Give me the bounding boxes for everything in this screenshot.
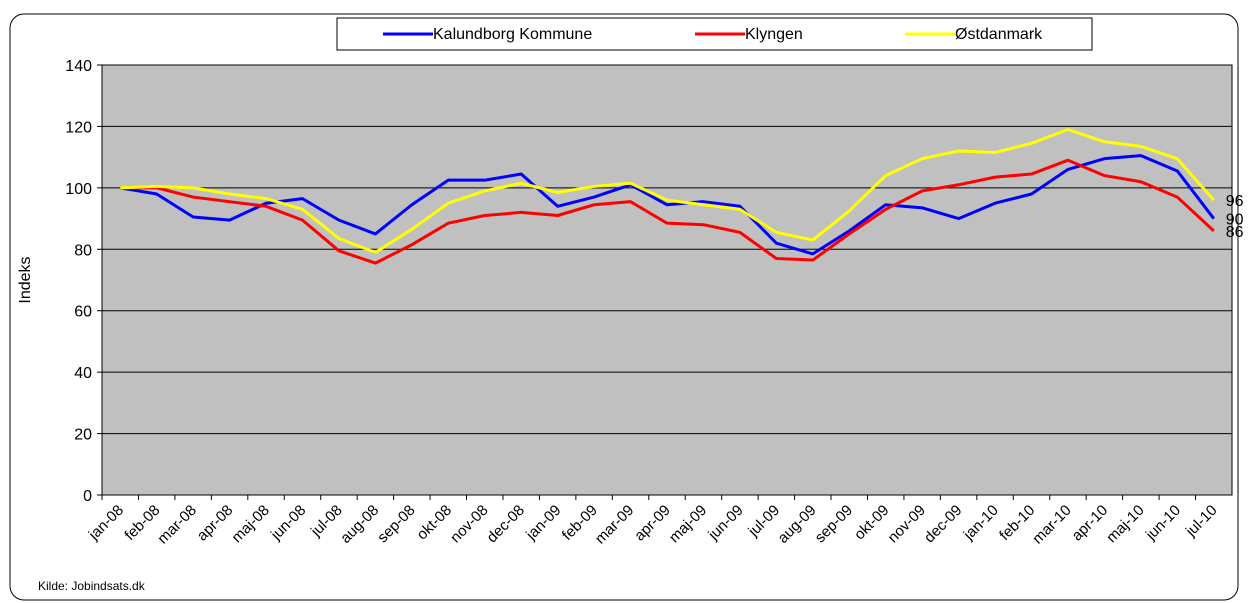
- legend-label: Østdanmark: [955, 26, 1043, 43]
- series-line: [120, 158, 1215, 265]
- plot-area: [101, 64, 1233, 496]
- legend-label: Kalundborg Kommune: [433, 26, 592, 43]
- y-tick-label: 140: [65, 58, 92, 75]
- end-label: 86: [1226, 224, 1244, 241]
- y-tick-label: 0: [83, 488, 92, 505]
- series-line: [120, 128, 1215, 254]
- y-tick-label: 80: [74, 242, 92, 259]
- y-tick-label: 100: [65, 181, 92, 198]
- y-tick-label: 120: [65, 119, 92, 136]
- y-tick-label: 40: [74, 365, 92, 382]
- end-label: 90: [1226, 212, 1244, 229]
- series-line: [119, 154, 1215, 256]
- source-note: Kilde: Jobindsats.dk: [38, 579, 146, 593]
- y-tick-label: 20: [74, 427, 92, 444]
- end-label: 96: [1226, 193, 1244, 210]
- y-axis-label: Indeks: [17, 256, 34, 303]
- y-tick-label: 60: [74, 304, 92, 321]
- legend-label: Klyngen: [745, 26, 803, 43]
